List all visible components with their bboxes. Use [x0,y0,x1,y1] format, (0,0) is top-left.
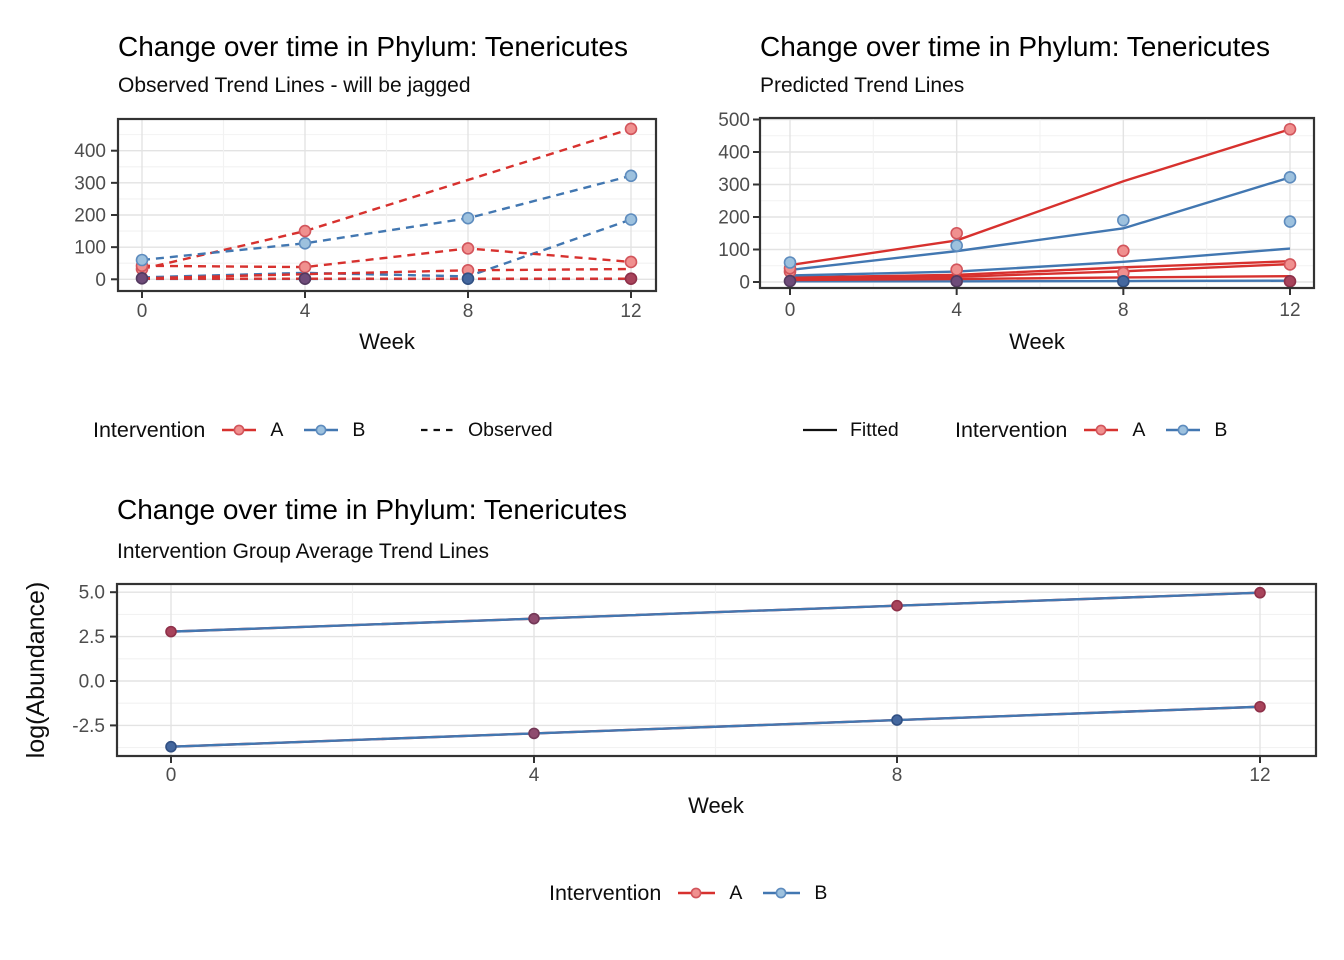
svg-text:500: 500 [718,110,750,131]
svg-text:400: 400 [74,141,106,162]
svg-text:400: 400 [718,143,750,164]
legend-linetype-fitted: Fitted [803,413,919,447]
legend-item-a: A [677,882,742,905]
legend-label-fitted: Fitted [850,418,899,441]
chart1-title: Change over time in Phylum: Tenericutes [118,31,628,62]
legend-item-b: B [1165,419,1227,442]
chart3-title: Change over time in Phylum: Tenericutes [117,494,627,525]
legend-title: Intervention [955,417,1068,442]
chart2-title: Change over time in Phylum: Tenericutes [760,31,1270,62]
svg-text:4: 4 [529,765,540,786]
svg-text:0: 0 [137,301,148,322]
svg-text:300: 300 [74,173,106,194]
svg-text:Week: Week [359,329,416,354]
legend-key-observed-icon [421,428,455,432]
chart3-subtitle: Intervention Group Average Trend Lines [117,540,490,563]
svg-text:Week: Week [1009,329,1066,354]
svg-text:12: 12 [1279,300,1300,321]
svg-text:8: 8 [463,301,474,322]
svg-text:300: 300 [718,175,750,196]
svg-text:12: 12 [1249,765,1270,786]
svg-text:100: 100 [718,240,750,261]
legend-item-b: B [303,419,365,442]
chart1-subtitle: Observed Trend Lines - will be jagged [118,74,471,97]
chart-c2: 0 100 200 300 400 500 0 4 8 12 Week [718,110,1316,354]
legend-key-b-icon [1166,424,1201,436]
svg-text:4: 4 [300,301,311,322]
svg-text:0: 0 [95,270,106,291]
legend-key-b-icon [304,424,339,436]
legend-key-a-icon [222,424,257,436]
svg-text:log(Abundance): log(Abundance) [22,582,50,759]
legend-linetype-observed: Observed [421,413,573,447]
legend-title: Intervention [93,417,206,442]
legend-label-b: B [814,881,828,904]
legend-item-fitted: Fitted [803,419,899,442]
legend-key-fitted-icon [803,428,837,432]
legend-item-a: A [221,419,283,442]
svg-text:0: 0 [739,273,750,294]
svg-text:0.0: 0.0 [79,672,105,693]
legend-average-chart: Intervention A B [549,876,847,910]
legend-label-observed: Observed [468,418,553,441]
legend-label-a: A [1132,418,1146,441]
legend-key-a-icon [1084,424,1119,436]
svg-text:200: 200 [74,206,106,227]
svg-text:0: 0 [785,300,796,321]
legend-key-a-icon [678,887,716,899]
svg-text:8: 8 [1118,300,1129,321]
legend-label-b: B [352,418,366,441]
svg-text:12: 12 [620,301,641,322]
chart-c3: -2.5 0.0 2.5 5.0 0 4 8 12 Week log(Abundance) [22,582,1318,818]
svg-text:4: 4 [951,300,962,321]
legend-observed-chart: Intervention A B [93,413,385,447]
legend-item-b: B [762,882,827,905]
svg-text:2.5: 2.5 [79,627,105,648]
legend-label-a: A [270,418,284,441]
svg-text:8: 8 [892,765,903,786]
legend-item-a: A [1083,419,1145,442]
legend-label-a: A [729,881,743,904]
legend-predicted-chart: Intervention A B [955,413,1247,447]
legend-item-observed: Observed [421,419,553,442]
svg-text:200: 200 [718,208,750,229]
legend-key-b-icon [763,887,801,899]
legend-title: Intervention [549,880,662,905]
svg-text:100: 100 [74,238,106,259]
legend-label-b: B [1214,418,1228,441]
chart-c1: 0 100 200 300 400 0 4 8 12 Week [74,117,658,354]
svg-text:5.0: 5.0 [79,583,105,604]
chart2-subtitle: Predicted Trend Lines [760,74,965,97]
svg-text:Week: Week [688,793,745,818]
svg-text:-2.5: -2.5 [72,716,105,737]
svg-text:0: 0 [166,765,177,786]
